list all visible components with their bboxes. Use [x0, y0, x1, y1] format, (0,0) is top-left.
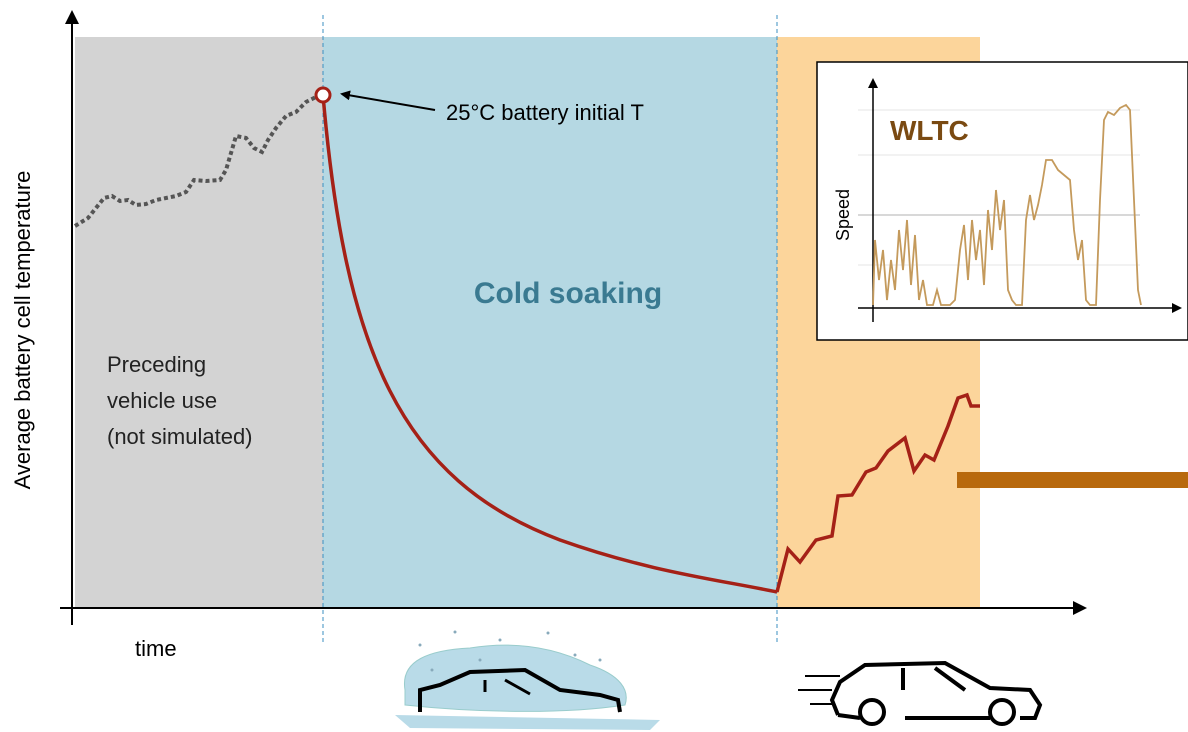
diagram: Average battery cell temperature time 25… [0, 0, 1188, 732]
bar [957, 472, 1188, 488]
inset-title: WLTC [890, 115, 969, 146]
soaking-label: Cold soaking [474, 277, 662, 310]
text-line: Preceding [107, 352, 206, 377]
region-preceding [75, 37, 323, 608]
annotation: 25°C battery initial T [446, 100, 644, 125]
text-line: (not simulated) [107, 424, 253, 449]
y-axis-label: Average battery cell temperature [10, 171, 35, 490]
text-line: vehicle use [107, 388, 217, 413]
x-axis-label: time [135, 636, 177, 661]
inset-y-label: Speed [833, 189, 853, 241]
initial-point [316, 88, 330, 102]
driving-car-icon [798, 663, 1040, 724]
frozen-car-icon [395, 631, 660, 731]
